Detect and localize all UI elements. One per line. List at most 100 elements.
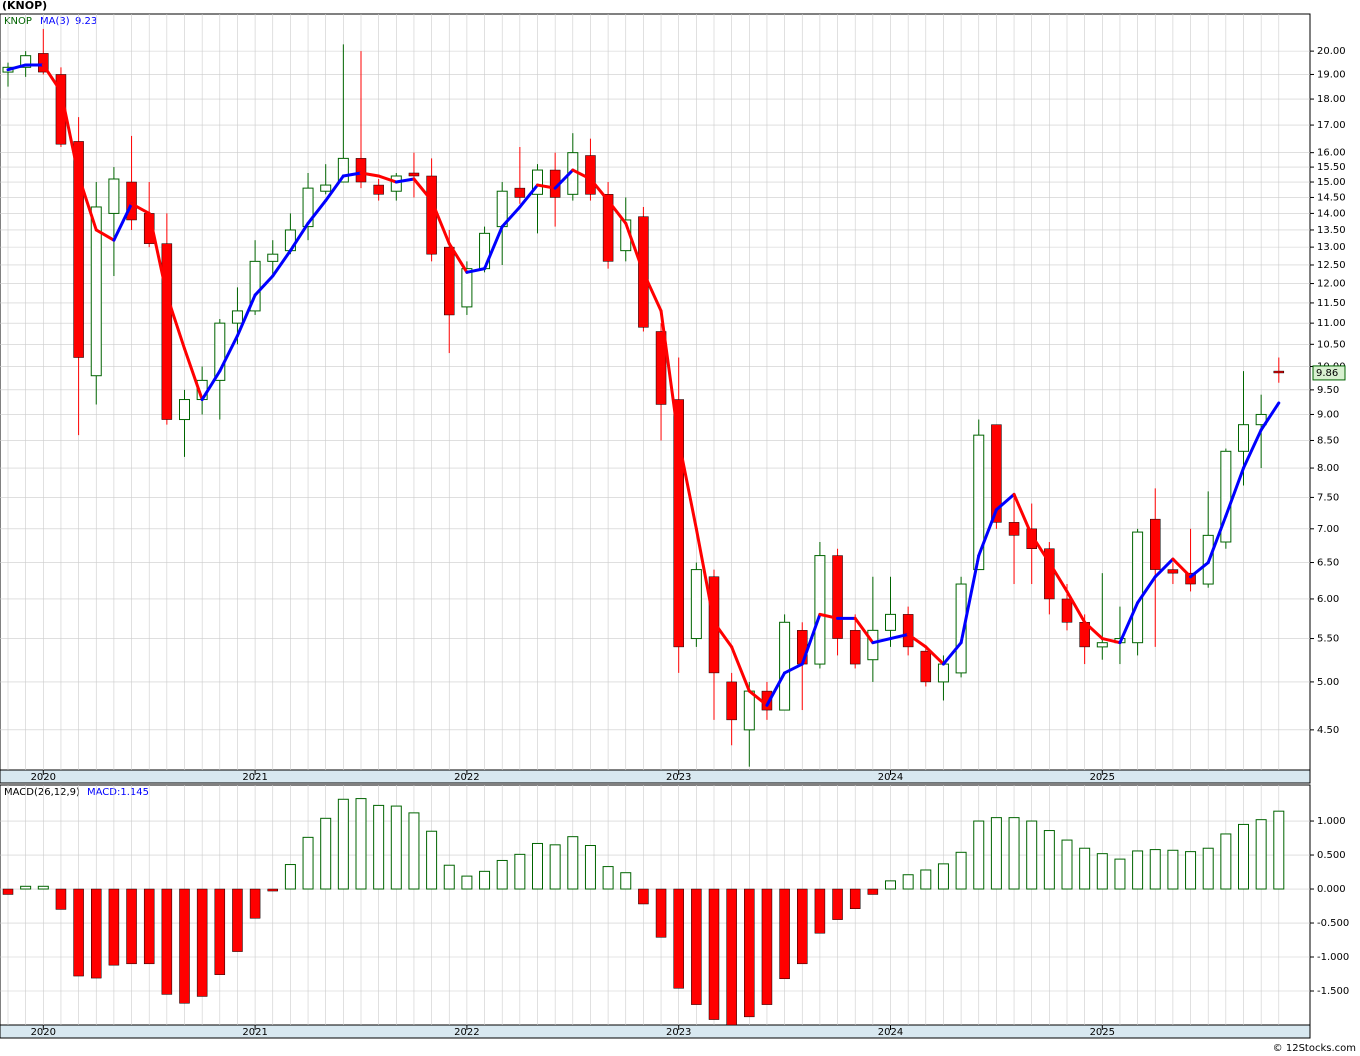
ma-segment xyxy=(1206,514,1228,565)
y-tick-label: 14.00 xyxy=(1317,208,1346,219)
y-tick-label: 11.50 xyxy=(1317,298,1346,309)
ma-segment xyxy=(500,205,522,229)
candle-body xyxy=(779,621,791,711)
candle-body xyxy=(231,310,243,324)
macd-bar xyxy=(955,851,967,890)
ma-segment xyxy=(465,267,487,274)
macd-bar xyxy=(1238,823,1249,890)
ma-segment xyxy=(694,527,716,624)
macd-bar xyxy=(1202,847,1214,890)
ma-segment xyxy=(59,90,81,178)
macd-bar xyxy=(320,817,332,890)
ma-segment xyxy=(1083,620,1104,641)
y-tick-label: 0.500 xyxy=(1317,850,1346,861)
candle-body xyxy=(867,629,879,661)
macd-bar xyxy=(602,866,614,890)
macd-bar xyxy=(73,888,84,977)
last-price-label: 9.86 xyxy=(1316,368,1338,379)
ma-segment xyxy=(1100,637,1122,645)
ma-segment xyxy=(341,171,363,178)
macd-bar xyxy=(1043,830,1055,890)
macd-bar xyxy=(126,888,137,965)
macd-bar xyxy=(867,888,879,895)
ma-segment xyxy=(747,689,769,707)
y-tick-label: 11.00 xyxy=(1317,318,1346,329)
candle-body xyxy=(1061,598,1073,623)
macd-value: MACD:1.145 xyxy=(87,787,149,798)
macd-bar xyxy=(1185,851,1197,890)
macd-bar xyxy=(849,888,861,909)
macd-bar xyxy=(620,872,632,890)
y-tick-label: 18.00 xyxy=(1317,94,1346,105)
macd-bar xyxy=(1061,839,1073,890)
y-tick-label: 20.00 xyxy=(1317,46,1346,57)
candle-body xyxy=(90,206,102,377)
candle-body xyxy=(408,172,420,177)
candle-body xyxy=(514,187,526,198)
ma-segment xyxy=(271,249,292,278)
candle-body xyxy=(955,583,967,674)
macd-bar xyxy=(1132,850,1144,890)
ma-segment xyxy=(130,202,151,215)
macd-bar xyxy=(990,817,1002,890)
macd-bar xyxy=(20,885,32,890)
candle-body xyxy=(797,630,808,665)
macd-bar xyxy=(249,888,261,919)
macd-bar xyxy=(797,888,808,965)
ma-segment xyxy=(306,199,328,225)
candle-body xyxy=(726,681,737,721)
x-tick-label: 2022 xyxy=(454,1027,479,1038)
candle-body xyxy=(585,155,596,195)
candle-body xyxy=(1238,424,1249,452)
candle-body xyxy=(885,613,896,631)
ma-segment xyxy=(324,174,345,203)
candle-body xyxy=(461,268,473,308)
y-tick-label: 1.000 xyxy=(1317,816,1346,827)
candle-body xyxy=(20,55,32,68)
ma-segment xyxy=(941,641,963,666)
candle-body xyxy=(814,555,826,665)
candle-body xyxy=(373,184,384,195)
ma-segment xyxy=(818,612,840,620)
x-tick-label: 2021 xyxy=(242,1027,267,1038)
y-tick-label: 5.50 xyxy=(1317,634,1339,645)
candle-body xyxy=(1008,522,1020,536)
candle-body xyxy=(937,663,949,683)
candle-body xyxy=(902,614,914,648)
macd-bar xyxy=(1079,847,1091,890)
ma-segment xyxy=(359,171,381,178)
y-tick-label: -1.000 xyxy=(1317,952,1349,963)
ma-segment xyxy=(1171,557,1193,579)
candle-body xyxy=(267,253,279,262)
candle-body xyxy=(1273,370,1285,374)
y-tick-label: 16.00 xyxy=(1317,148,1346,159)
macd-bar xyxy=(143,888,155,965)
candle-body xyxy=(532,169,543,195)
candle-body xyxy=(302,187,314,228)
macd-bar xyxy=(91,888,102,979)
ma-segment xyxy=(430,199,451,246)
ma-segment xyxy=(483,225,504,271)
macd-bar xyxy=(814,888,826,934)
ma-segment xyxy=(765,671,787,707)
candle-body xyxy=(832,555,843,639)
y-tick-label: 15.00 xyxy=(1317,177,1346,188)
y-tick-label: 12.50 xyxy=(1317,260,1346,271)
ma-segment xyxy=(1136,575,1157,605)
ma-segment xyxy=(994,492,1016,512)
ma-segment xyxy=(1030,533,1051,565)
y-tick-label: 13.00 xyxy=(1317,242,1346,253)
y-tick-label: 12.00 xyxy=(1317,279,1346,290)
y-tick-label: 7.00 xyxy=(1317,524,1339,535)
macd-bar xyxy=(479,870,491,890)
price-frame xyxy=(0,13,1311,771)
ma-segment xyxy=(730,645,751,693)
candle-body xyxy=(655,331,667,405)
y-tick-label: 9.50 xyxy=(1317,385,1339,396)
ma-segment xyxy=(147,211,169,297)
macd-bar xyxy=(461,875,473,890)
ma-segment xyxy=(659,309,681,442)
ma-segment xyxy=(606,199,628,225)
ma-segment xyxy=(906,632,928,649)
macd-bar xyxy=(496,859,508,890)
